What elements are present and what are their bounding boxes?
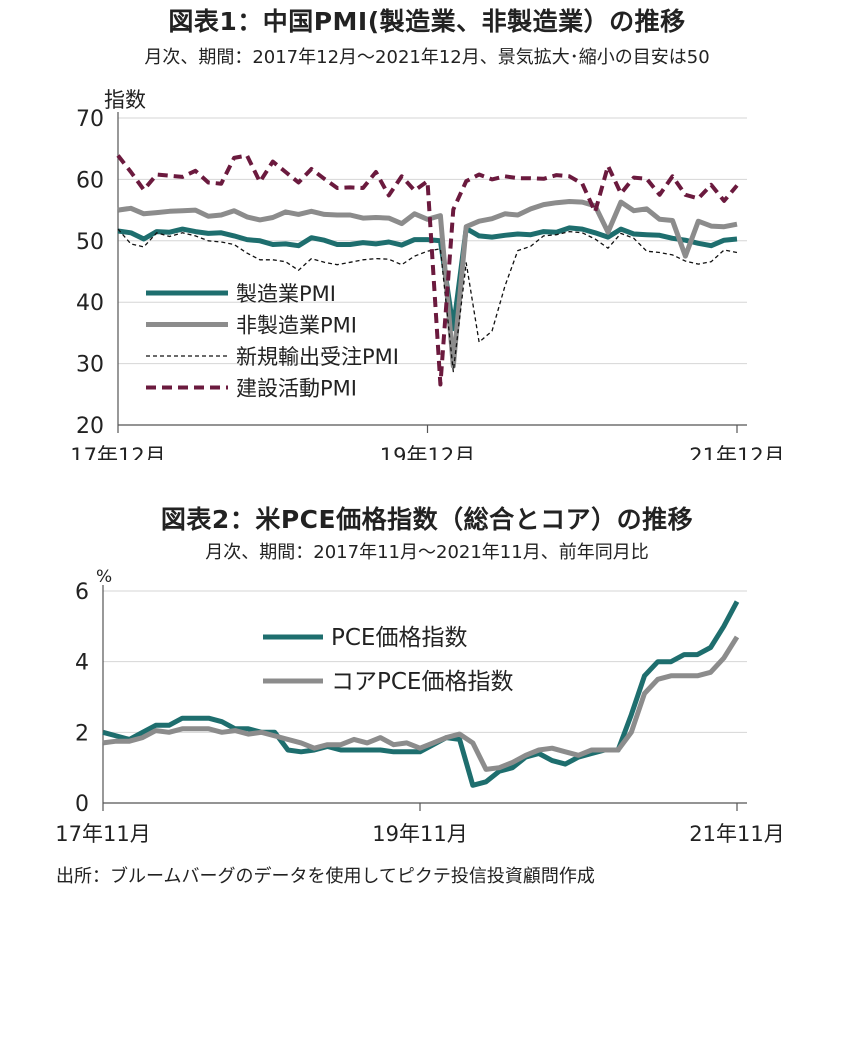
y-axis-label: 指数 xyxy=(104,88,146,112)
series-line xyxy=(102,600,740,788)
series-line xyxy=(117,228,738,373)
legend-label: 製造業PMI xyxy=(236,282,336,306)
series-line xyxy=(116,153,739,387)
x-tick-label: 21年12月 xyxy=(689,444,784,460)
y-tick-label: 30 xyxy=(76,353,104,378)
x-tick-label: 17年11月 xyxy=(55,822,150,846)
legend-label: 非製造業PMI xyxy=(236,314,357,338)
chart1-title: 図表1：中国PMI(製造業、非製造業）の推移 xyxy=(168,7,686,36)
y-axis-label: % xyxy=(96,567,112,587)
legend-label: コアPCE価格指数 xyxy=(331,669,513,695)
legend-label: PCE価格指数 xyxy=(331,625,467,651)
series-line xyxy=(102,635,740,772)
chart2-title: 図表2：米PCE価格指数（総合とコア）の推移 xyxy=(160,505,694,534)
y-tick-label: 20 xyxy=(76,414,104,439)
y-tick-label: 60 xyxy=(76,168,104,193)
legend-label: 建設活動PMI xyxy=(236,377,357,401)
legend-label: 新規輸出受注PMI xyxy=(236,345,399,369)
y-tick-label: 50 xyxy=(76,230,104,255)
y-tick-label: 70 xyxy=(76,107,104,132)
x-tick-label: 17年12月 xyxy=(70,444,165,460)
x-tick-label: 19年11月 xyxy=(372,822,467,846)
y-tick-label: 0 xyxy=(75,792,89,817)
x-tick-label: 19年12月 xyxy=(380,444,475,460)
y-tick-label: 40 xyxy=(76,291,104,316)
series-line xyxy=(117,199,738,369)
y-tick-label: 4 xyxy=(75,651,89,676)
y-tick-label: 6 xyxy=(75,580,89,605)
chart2-subtitle: 月次、期間：2017年11月～2021年11月、前年同月比 xyxy=(205,542,649,563)
y-tick-label: 2 xyxy=(75,721,89,746)
x-tick-label: 21年11月 xyxy=(689,822,784,846)
source-note: 出所：ブルームバーグのデータを使用してピクテ投信投資顧問作成 xyxy=(56,866,595,887)
series-line xyxy=(117,225,738,332)
chart1-subtitle: 月次、期間：2017年12月～2021年12月、景気拡大･縮小の目安は50 xyxy=(144,47,710,68)
